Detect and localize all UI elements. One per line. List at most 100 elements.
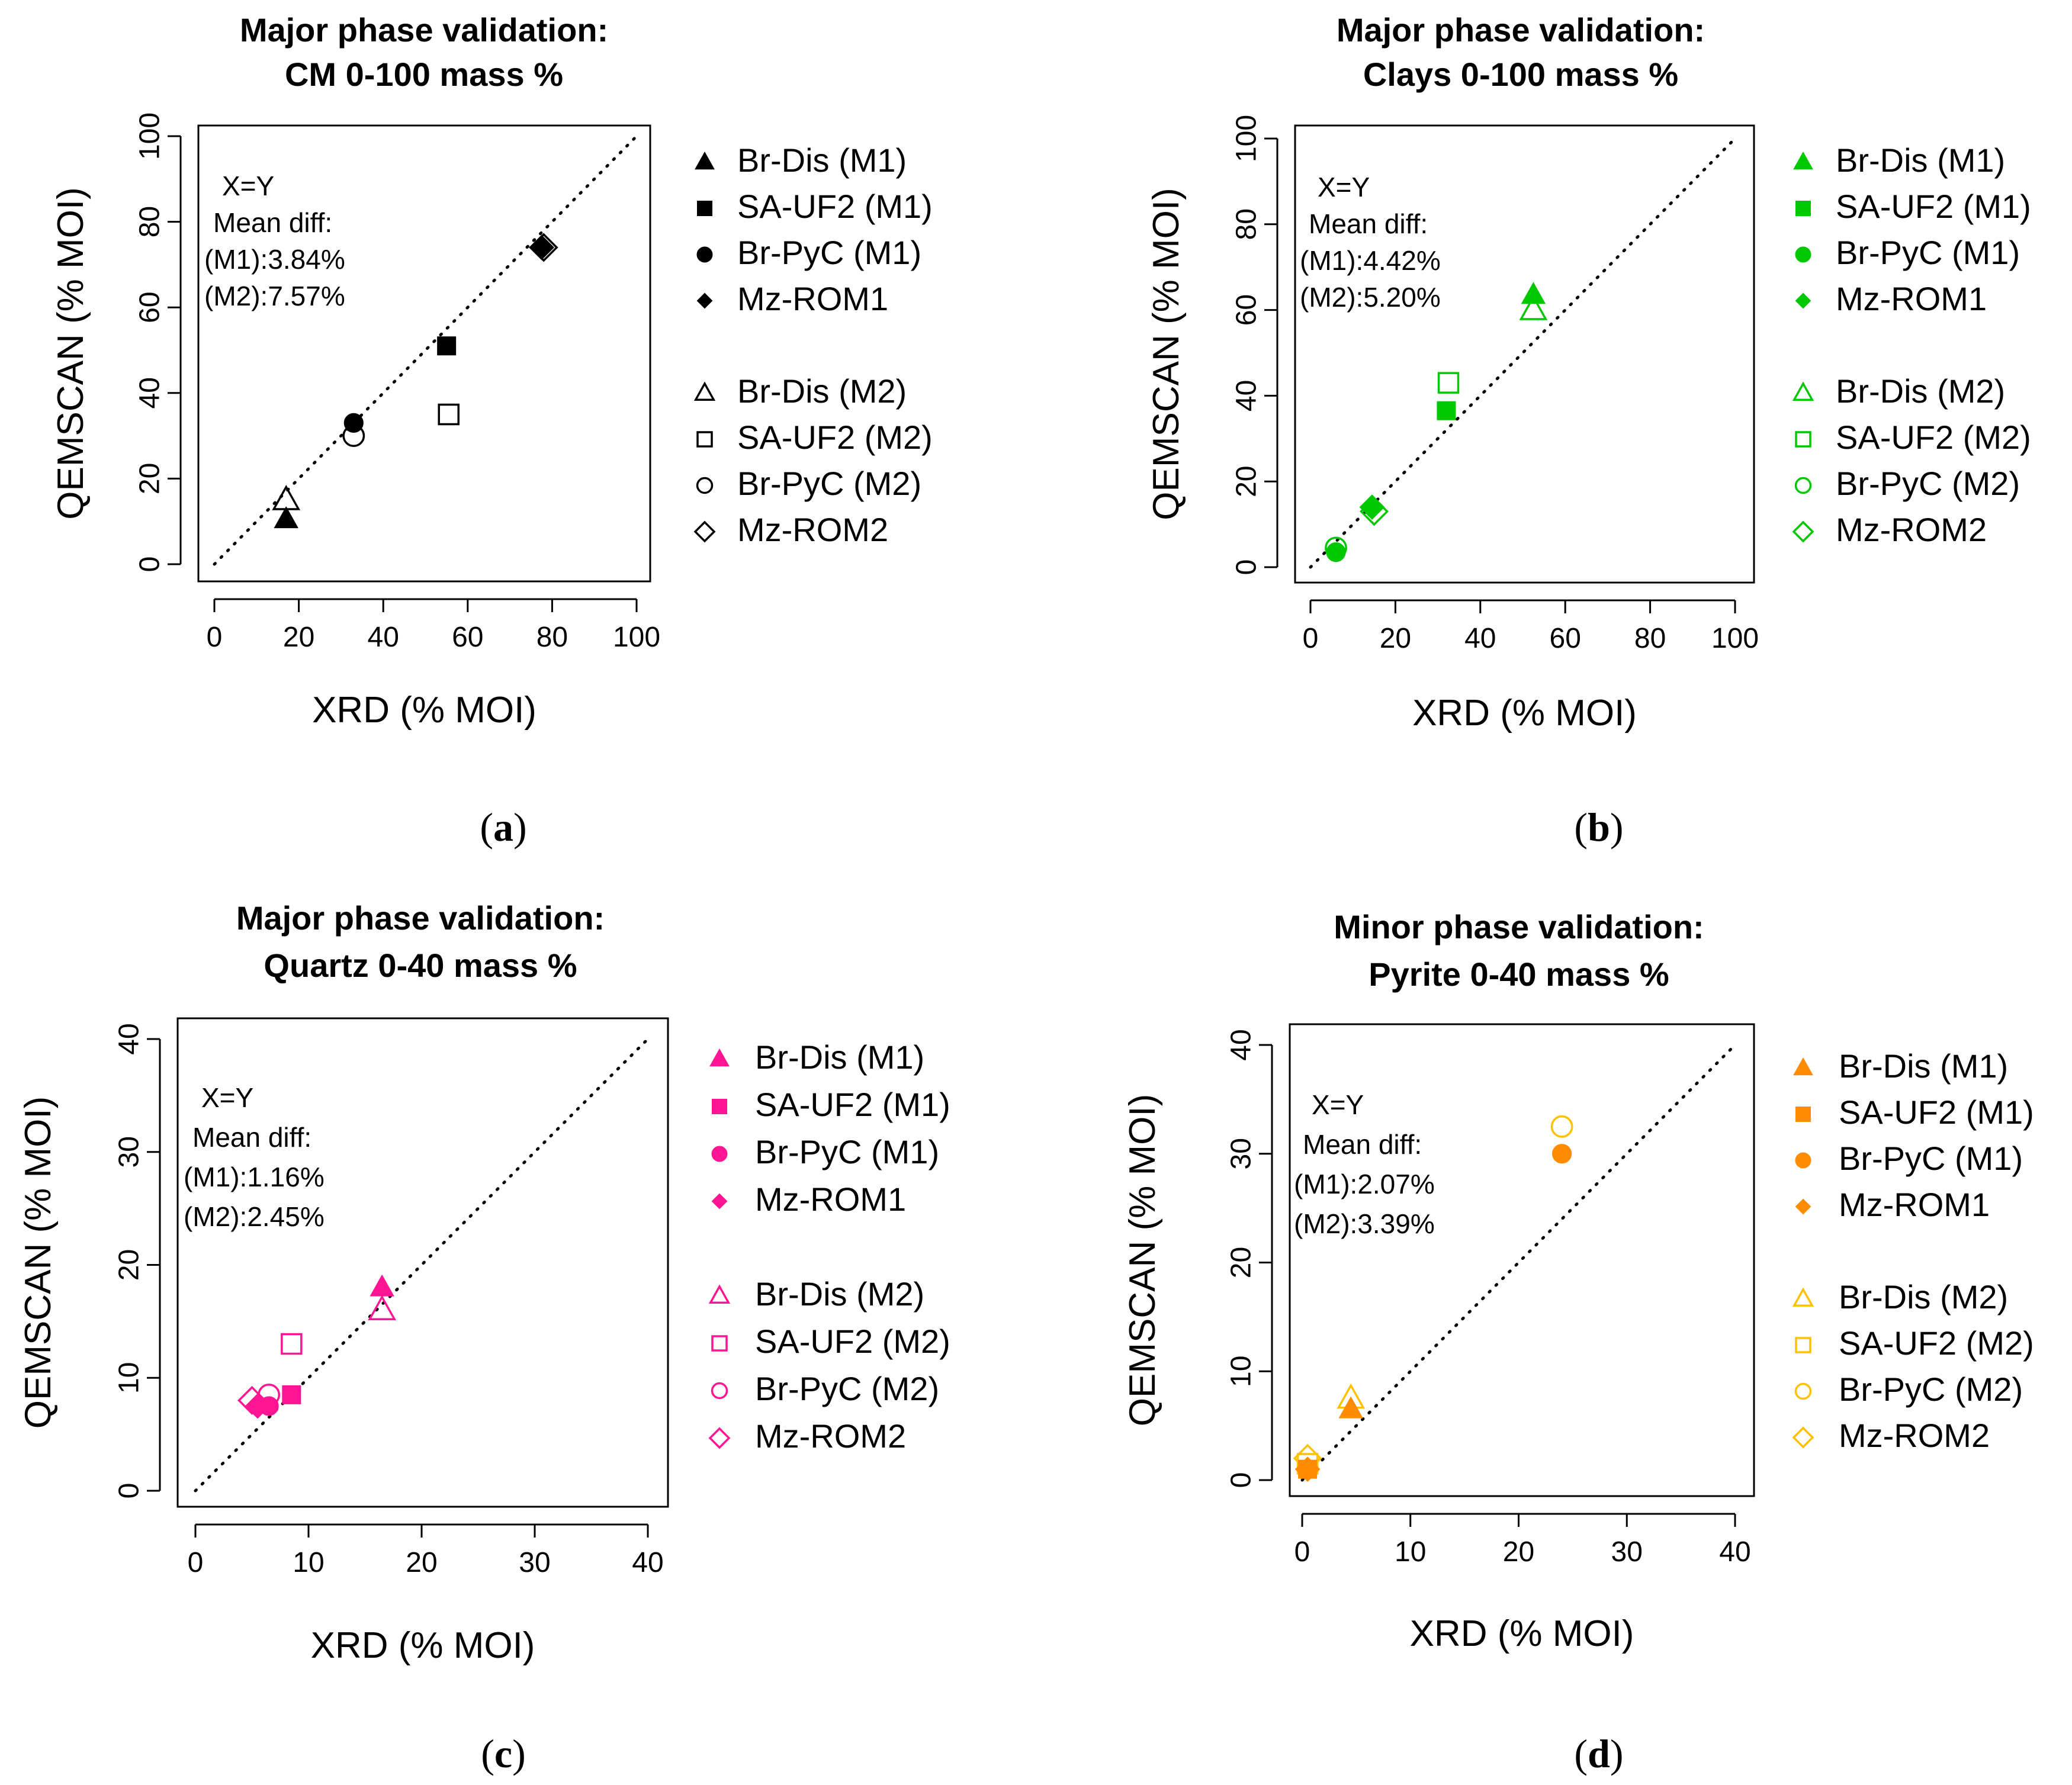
annotation-text: (M2):2.45% (184, 1201, 325, 1232)
legend-marker-triangle (1792, 381, 1814, 401)
legend-label: Br-PyC (M2) (755, 1370, 939, 1407)
y-tick-label: 30 (1226, 1138, 1257, 1169)
reference-line-x-equals-y (194, 1037, 650, 1493)
chart-subtitle: Pyrite 0-40 mass % (1369, 956, 1669, 993)
legend-marker-square (697, 201, 712, 216)
legend-label: SA-UF2 (M1) (1839, 1093, 2034, 1131)
legend-marker-square (1795, 1107, 1811, 1122)
y-tick-label: 80 (134, 206, 166, 237)
x-tick-label: 40 (1719, 1536, 1750, 1568)
annotation-text: Mean diff: (1303, 1129, 1422, 1160)
chart-panel-b: Major phase validation: Clays 0-100 mass … (1146, 11, 2031, 850)
data-point-circle (1550, 1115, 1573, 1138)
annotation-text: Mean diff: (192, 1122, 311, 1153)
x-tick-label: 0 (1294, 1536, 1310, 1568)
x-tick-label: 40 (1464, 623, 1496, 654)
y-tick-label: 40 (1226, 1029, 1257, 1060)
legend-marker-diamond (693, 520, 716, 543)
x-tick-label: 60 (1550, 623, 1581, 654)
legend-label: Br-PyC (M2) (737, 465, 921, 502)
plot-frame (176, 1017, 669, 1508)
legend-marker-triangle (1793, 151, 1813, 170)
legend-marker-circle (696, 246, 713, 263)
legend-label: Mz-ROM1 (1836, 280, 1987, 317)
x-tick-label: 40 (632, 1547, 663, 1578)
legend-marker-triangle (709, 1048, 730, 1067)
data-point-triangle (1521, 282, 1546, 304)
data-point-triangle (274, 506, 298, 529)
annotation-text: (M1):1.16% (184, 1162, 325, 1192)
legend-label: SA-UF2 (M1) (1836, 188, 2031, 225)
legend-label: Br-Dis (M1) (755, 1038, 924, 1076)
y-axis-title: QEMSCAN (% MOI) (1122, 1094, 1163, 1426)
chart-subtitle: Quartz 0-40 mass % (264, 947, 577, 984)
legend-label: Mz-ROM1 (755, 1181, 906, 1218)
data-point-square (437, 336, 457, 356)
legend-marker-triangle (695, 151, 715, 170)
legend-marker-circle (696, 477, 714, 494)
y-tick-label: 40 (1231, 380, 1263, 411)
legend-label: Br-PyC (M1) (1839, 1140, 2023, 1177)
data-point-square (438, 403, 460, 426)
data-point-diamond (1294, 1456, 1321, 1482)
reference-line-x-equals-y (213, 134, 638, 566)
annotation-text: (M2):3.39% (1294, 1208, 1435, 1239)
legend-marker-square (1795, 1337, 1811, 1353)
legend-marker-triangle (1793, 1057, 1813, 1076)
panel-label: (a) (480, 805, 526, 850)
legend-marker-diamond (1795, 292, 1811, 309)
y-tick-label: 100 (1231, 115, 1263, 162)
legend-marker-triangle (1792, 1287, 1814, 1307)
legend-label: Br-Dis (M2) (1836, 372, 2005, 410)
data-point-triangle (370, 1274, 394, 1297)
y-tick-label: 0 (1231, 559, 1263, 575)
y-tick-label: 20 (1231, 466, 1263, 497)
legend-marker-diamond (1792, 1426, 1814, 1449)
legend-label: Mz-ROM2 (755, 1417, 906, 1455)
legend-label: SA-UF2 (M1) (737, 188, 933, 225)
data-point-triangle (1338, 1396, 1363, 1419)
legend-marker-square (711, 1335, 728, 1352)
legend-label: Br-Dis (M1) (1839, 1047, 2008, 1085)
x-tick-label: 30 (519, 1547, 550, 1578)
y-axis-title: QEMSCAN (% MOI) (50, 187, 91, 519)
x-tick-label: 0 (1303, 623, 1319, 654)
chart-panel-a: Major phase validation: CM 0-100 mass % 0 2… (50, 11, 933, 850)
data-point-triangle (368, 1295, 397, 1320)
plot-frame (197, 124, 651, 583)
y-tick-label: 80 (1231, 208, 1263, 240)
chart-panel-d: Minor phase validation: Pyrite 0-40 mass … (1122, 908, 2034, 1776)
annotation-text: Mean diff: (1309, 208, 1428, 239)
x-tick-label: 100 (613, 622, 660, 653)
y-tick-label: 10 (114, 1362, 145, 1394)
y-axis-title: QEMSCAN (% MOI) (1146, 188, 1187, 520)
chart-subtitle: CM 0-100 mass % (285, 56, 563, 93)
legend-marker-square (1795, 431, 1811, 448)
legend-marker-diamond (1795, 1198, 1811, 1215)
y-tick-label: 20 (1226, 1247, 1257, 1278)
legend-label: Br-Dis (M2) (755, 1275, 924, 1313)
x-axis-title: XRD (% MOI) (1410, 1613, 1634, 1654)
legend-label: Br-PyC (M1) (755, 1133, 939, 1170)
legend-marker-circle (711, 1382, 728, 1400)
annotation-text: Mean diff: (213, 207, 332, 238)
legend-label: Mz-ROM2 (1836, 511, 1987, 548)
data-point-square (1437, 372, 1460, 394)
legend-marker-circle (1794, 477, 1812, 494)
legend-label: SA-UF2 (M2) (1839, 1324, 2034, 1362)
legend-marker-square (696, 431, 713, 448)
chart-panel-c: Major phase validation: Quartz 0-40 mass … (18, 899, 950, 1776)
y-tick-label: 20 (114, 1249, 145, 1281)
panel-label: (d) (1574, 1731, 1623, 1776)
x-tick-label: 30 (1611, 1536, 1643, 1568)
y-tick-label: 0 (1226, 1472, 1257, 1488)
x-axis-title: XRD (% MOI) (312, 690, 537, 731)
legend-marker-circle (1795, 246, 1811, 263)
data-point-triangle (1519, 295, 1548, 320)
data-point-diamond (245, 1393, 271, 1419)
chart-title: Minor phase validation: (1334, 908, 1704, 945)
x-tick-label: 20 (1503, 1536, 1534, 1568)
annotation-text: (M1):3.84% (204, 244, 345, 275)
x-tick-label: 0 (188, 1547, 204, 1578)
